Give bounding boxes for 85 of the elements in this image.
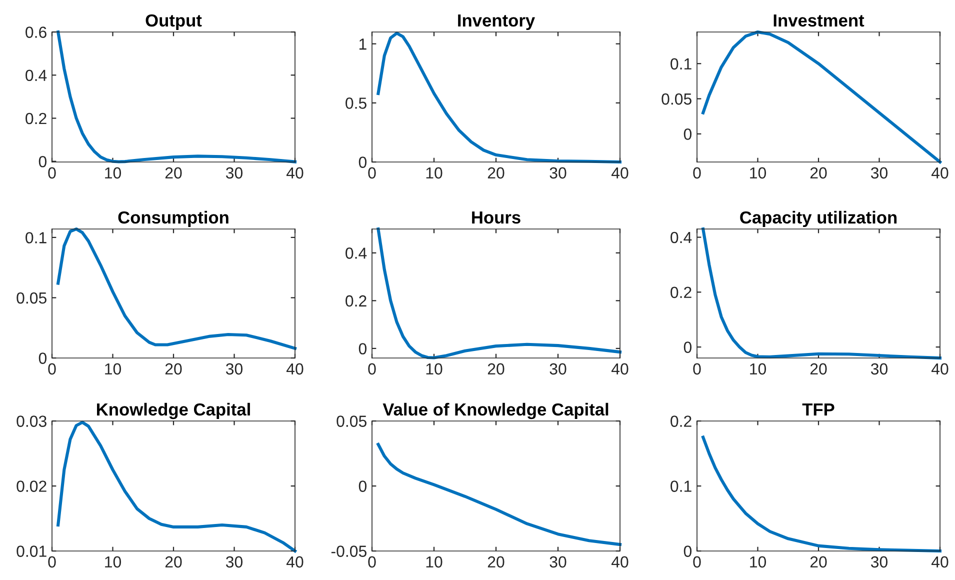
x-tick-label: 10 xyxy=(750,556,766,568)
chart-title: Inventory xyxy=(458,14,535,30)
x-tick-label: 0 xyxy=(368,167,376,179)
y-tick-label: 0 xyxy=(684,342,692,353)
y-tick-label: -0.05 xyxy=(331,546,366,557)
x-tick-label: 20 xyxy=(165,363,182,375)
y-tick-label: 0.1 xyxy=(670,58,692,70)
x-tick-label: 40 xyxy=(611,363,628,375)
x-tick-label: 30 xyxy=(870,167,888,179)
x-tick-label: 40 xyxy=(611,167,628,179)
x-tick-label: 30 xyxy=(226,556,243,568)
y-tick-label: 0.2 xyxy=(670,416,692,427)
chart-title: Hours xyxy=(472,212,520,224)
x-tick-label: 10 xyxy=(750,167,766,179)
x-tick-label: 20 xyxy=(810,167,827,179)
x-tick-label: 30 xyxy=(550,556,566,568)
x-tick-label: 10 xyxy=(426,556,442,568)
x-tick-label: 0 xyxy=(48,167,56,179)
x-tick-label: 20 xyxy=(165,556,182,568)
y-tick-label: 0.2 xyxy=(26,112,46,124)
x-tick-label: 30 xyxy=(870,556,888,568)
y-tick-label: 0 xyxy=(358,480,367,492)
y-tick-label: 0 xyxy=(38,352,47,364)
x-tick-label: 40 xyxy=(931,167,948,179)
x-tick-label: 30 xyxy=(550,363,566,375)
y-tick-label: 0.4 xyxy=(26,70,47,82)
x-tick-label: 40 xyxy=(611,556,628,568)
x-tick-label: 20 xyxy=(488,556,504,568)
y-tick-label: 0 xyxy=(358,343,367,354)
y-tick-label: 0.4 xyxy=(670,232,692,244)
x-tick-label: 40 xyxy=(286,167,304,179)
x-tick-label: 0 xyxy=(48,556,56,568)
x-tick-label: 30 xyxy=(226,167,243,179)
x-tick-label: 20 xyxy=(488,363,504,375)
x-tick-label: 20 xyxy=(488,167,504,179)
x-tick-label: 0 xyxy=(48,363,56,375)
chart-title: Investment xyxy=(774,14,864,27)
x-tick-label: 0 xyxy=(693,556,701,568)
x-tick-label: 0 xyxy=(368,363,376,375)
y-tick-label: 0.05 xyxy=(16,292,46,304)
x-tick-label: 30 xyxy=(550,167,566,179)
y-tick-label: 0 xyxy=(358,156,367,168)
x-tick-label: 0 xyxy=(368,556,376,568)
y-tick-label: 0.02 xyxy=(16,480,46,492)
y-tick-label: 0.5 xyxy=(346,98,366,109)
y-tick-label: 0.1 xyxy=(670,480,692,492)
y-tick-label: 0 xyxy=(684,128,692,140)
x-tick-label: 0 xyxy=(693,167,701,179)
x-tick-label: 40 xyxy=(286,556,304,568)
x-tick-label: 10 xyxy=(750,363,766,375)
x-tick-label: 0 xyxy=(693,363,701,375)
y-tick-label: 0.2 xyxy=(670,286,692,298)
y-tick-label: 0.03 xyxy=(16,416,46,427)
y-tick-label: 0 xyxy=(38,156,47,168)
x-tick-label: 30 xyxy=(226,363,243,375)
y-tick-label: 0.6 xyxy=(26,26,46,38)
y-tick-label: 0.05 xyxy=(336,416,366,427)
line-series xyxy=(56,227,297,350)
y-tick-label: 1 xyxy=(359,38,366,50)
y-tick-label: 0.1 xyxy=(26,232,46,244)
x-tick-label: 20 xyxy=(810,556,827,568)
line-series xyxy=(702,436,942,553)
y-tick-label: 0.01 xyxy=(16,546,46,557)
x-tick-label: 20 xyxy=(165,167,182,179)
y-tick-label: 0 xyxy=(684,546,692,557)
x-tick-label: 20 xyxy=(810,363,827,375)
chart-title: Value of Knowledge Capital xyxy=(382,402,608,420)
chart-title: Knowledge Capital xyxy=(97,402,250,420)
chart-title: Output xyxy=(146,14,202,30)
chart-title: Consumption xyxy=(118,210,228,228)
chart-title: Capacity utilization xyxy=(740,210,897,228)
line-series xyxy=(376,442,622,546)
x-tick-label: 40 xyxy=(931,363,948,375)
y-tick-label: 0.05 xyxy=(662,93,692,105)
x-tick-label: 10 xyxy=(105,167,122,179)
x-tick-label: 10 xyxy=(105,556,122,568)
x-tick-label: 10 xyxy=(426,363,442,375)
x-tick-label: 30 xyxy=(870,363,888,375)
x-tick-label: 10 xyxy=(105,363,122,375)
chart-title: TFP xyxy=(802,404,834,416)
x-tick-label: 10 xyxy=(426,167,442,179)
y-tick-label: 0.4 xyxy=(346,248,367,259)
y-tick-label: 0.2 xyxy=(346,295,366,307)
x-tick-label: 40 xyxy=(931,556,948,568)
x-tick-label: 40 xyxy=(286,363,304,375)
